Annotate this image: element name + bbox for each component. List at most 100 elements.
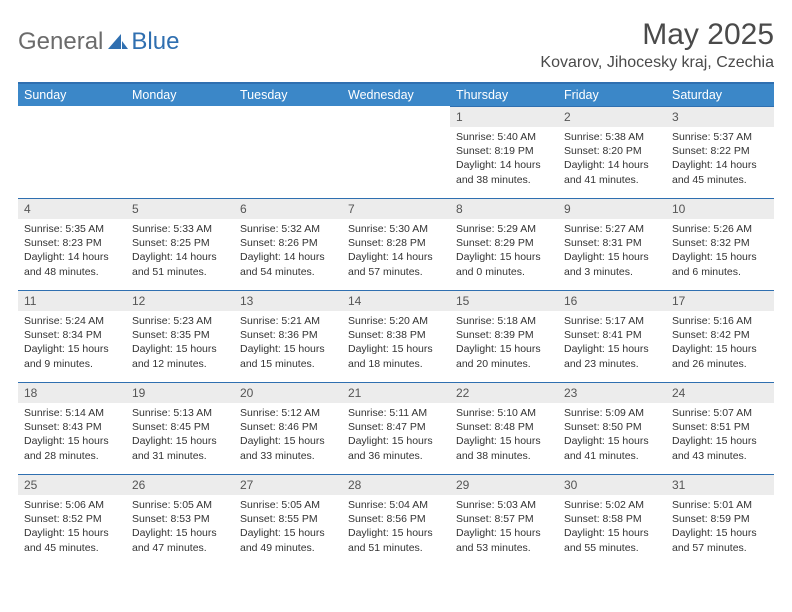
day-details: Sunrise: 5:17 AMSunset: 8:41 PMDaylight:… bbox=[558, 311, 666, 377]
sunrise-line: Sunrise: 5:11 AM bbox=[348, 406, 444, 420]
day-details: Sunrise: 5:16 AMSunset: 8:42 PMDaylight:… bbox=[666, 311, 774, 377]
calendar-cell: 29Sunrise: 5:03 AMSunset: 8:57 PMDayligh… bbox=[450, 474, 558, 566]
sunset-line: Sunset: 8:57 PM bbox=[456, 512, 552, 526]
day-number: 15 bbox=[450, 290, 558, 311]
calendar-cell bbox=[18, 106, 126, 198]
day-number: 22 bbox=[450, 382, 558, 403]
day-details: Sunrise: 5:10 AMSunset: 8:48 PMDaylight:… bbox=[450, 403, 558, 469]
calendar-cell: 28Sunrise: 5:04 AMSunset: 8:56 PMDayligh… bbox=[342, 474, 450, 566]
sunset-line: Sunset: 8:19 PM bbox=[456, 144, 552, 158]
daylight-line-1: Daylight: 15 hours bbox=[240, 526, 336, 540]
day-number: 26 bbox=[126, 474, 234, 495]
day-details: Sunrise: 5:35 AMSunset: 8:23 PMDaylight:… bbox=[18, 219, 126, 285]
weekday-header: Monday bbox=[126, 83, 234, 106]
day-details: Sunrise: 5:27 AMSunset: 8:31 PMDaylight:… bbox=[558, 219, 666, 285]
day-number: 29 bbox=[450, 474, 558, 495]
daylight-line-1: Daylight: 14 hours bbox=[24, 250, 120, 264]
calendar-cell: 12Sunrise: 5:23 AMSunset: 8:35 PMDayligh… bbox=[126, 290, 234, 382]
daylight-line-1: Daylight: 14 hours bbox=[564, 158, 660, 172]
month-title: May 2025 bbox=[540, 18, 774, 52]
sunrise-line: Sunrise: 5:02 AM bbox=[564, 498, 660, 512]
sunset-line: Sunset: 8:51 PM bbox=[672, 420, 768, 434]
sunrise-line: Sunrise: 5:33 AM bbox=[132, 222, 228, 236]
calendar-cell: 14Sunrise: 5:20 AMSunset: 8:38 PMDayligh… bbox=[342, 290, 450, 382]
daylight-line-2: and 0 minutes. bbox=[456, 265, 552, 279]
calendar-cell: 11Sunrise: 5:24 AMSunset: 8:34 PMDayligh… bbox=[18, 290, 126, 382]
daylight-line-2: and 55 minutes. bbox=[564, 541, 660, 555]
daylight-line-1: Daylight: 15 hours bbox=[564, 526, 660, 540]
daylight-line-2: and 57 minutes. bbox=[348, 265, 444, 279]
sunset-line: Sunset: 8:41 PM bbox=[564, 328, 660, 342]
sunset-line: Sunset: 8:46 PM bbox=[240, 420, 336, 434]
weekday-header-row: SundayMondayTuesdayWednesdayThursdayFrid… bbox=[18, 83, 774, 106]
daylight-line-2: and 51 minutes. bbox=[348, 541, 444, 555]
daylight-line-2: and 36 minutes. bbox=[348, 449, 444, 463]
day-number: 20 bbox=[234, 382, 342, 403]
daylight-line-1: Daylight: 15 hours bbox=[456, 434, 552, 448]
sunset-line: Sunset: 8:23 PM bbox=[24, 236, 120, 250]
day-details: Sunrise: 5:24 AMSunset: 8:34 PMDaylight:… bbox=[18, 311, 126, 377]
day-number: 3 bbox=[666, 106, 774, 127]
sunrise-line: Sunrise: 5:13 AM bbox=[132, 406, 228, 420]
daylight-line-1: Daylight: 15 hours bbox=[672, 250, 768, 264]
sunset-line: Sunset: 8:43 PM bbox=[24, 420, 120, 434]
sunrise-line: Sunrise: 5:14 AM bbox=[24, 406, 120, 420]
calendar-cell: 25Sunrise: 5:06 AMSunset: 8:52 PMDayligh… bbox=[18, 474, 126, 566]
daylight-line-1: Daylight: 15 hours bbox=[240, 434, 336, 448]
calendar-cell: 8Sunrise: 5:29 AMSunset: 8:29 PMDaylight… bbox=[450, 198, 558, 290]
sunrise-line: Sunrise: 5:06 AM bbox=[24, 498, 120, 512]
weekday-header: Thursday bbox=[450, 83, 558, 106]
sunset-line: Sunset: 8:50 PM bbox=[564, 420, 660, 434]
day-number: 17 bbox=[666, 290, 774, 311]
sunrise-line: Sunrise: 5:09 AM bbox=[564, 406, 660, 420]
daylight-line-1: Daylight: 15 hours bbox=[24, 526, 120, 540]
daylight-line-2: and 3 minutes. bbox=[564, 265, 660, 279]
calendar-cell: 3Sunrise: 5:37 AMSunset: 8:22 PMDaylight… bbox=[666, 106, 774, 198]
calendar-cell: 17Sunrise: 5:16 AMSunset: 8:42 PMDayligh… bbox=[666, 290, 774, 382]
day-number: 19 bbox=[126, 382, 234, 403]
calendar-cell: 4Sunrise: 5:35 AMSunset: 8:23 PMDaylight… bbox=[18, 198, 126, 290]
day-number: 28 bbox=[342, 474, 450, 495]
location-line: Kovarov, Jihocesky kraj, Czechia bbox=[540, 54, 774, 72]
calendar-cell: 7Sunrise: 5:30 AMSunset: 8:28 PMDaylight… bbox=[342, 198, 450, 290]
day-details: Sunrise: 5:29 AMSunset: 8:29 PMDaylight:… bbox=[450, 219, 558, 285]
title-block: May 2025 Kovarov, Jihocesky kraj, Czechi… bbox=[540, 18, 774, 72]
day-details: Sunrise: 5:03 AMSunset: 8:57 PMDaylight:… bbox=[450, 495, 558, 561]
daylight-line-2: and 45 minutes. bbox=[24, 541, 120, 555]
sunset-line: Sunset: 8:36 PM bbox=[240, 328, 336, 342]
sunset-line: Sunset: 8:55 PM bbox=[240, 512, 336, 526]
daylight-line-2: and 26 minutes. bbox=[672, 357, 768, 371]
day-number: 4 bbox=[18, 198, 126, 219]
calendar-cell: 30Sunrise: 5:02 AMSunset: 8:58 PMDayligh… bbox=[558, 474, 666, 566]
sunrise-line: Sunrise: 5:05 AM bbox=[132, 498, 228, 512]
sunrise-line: Sunrise: 5:05 AM bbox=[240, 498, 336, 512]
daylight-line-2: and 47 minutes. bbox=[132, 541, 228, 555]
calendar-row: 4Sunrise: 5:35 AMSunset: 8:23 PMDaylight… bbox=[18, 198, 774, 290]
sunset-line: Sunset: 8:35 PM bbox=[132, 328, 228, 342]
sunrise-line: Sunrise: 5:12 AM bbox=[240, 406, 336, 420]
weekday-header: Tuesday bbox=[234, 83, 342, 106]
sunrise-line: Sunrise: 5:18 AM bbox=[456, 314, 552, 328]
daylight-line-1: Daylight: 15 hours bbox=[24, 342, 120, 356]
calendar-cell: 6Sunrise: 5:32 AMSunset: 8:26 PMDaylight… bbox=[234, 198, 342, 290]
calendar-table: SundayMondayTuesdayWednesdayThursdayFrid… bbox=[18, 82, 774, 566]
calendar-cell: 9Sunrise: 5:27 AMSunset: 8:31 PMDaylight… bbox=[558, 198, 666, 290]
brand-text-general: General bbox=[18, 28, 103, 56]
daylight-line-2: and 33 minutes. bbox=[240, 449, 336, 463]
calendar-cell bbox=[126, 106, 234, 198]
sunset-line: Sunset: 8:47 PM bbox=[348, 420, 444, 434]
day-details: Sunrise: 5:12 AMSunset: 8:46 PMDaylight:… bbox=[234, 403, 342, 469]
sunset-line: Sunset: 8:28 PM bbox=[348, 236, 444, 250]
sunset-line: Sunset: 8:22 PM bbox=[672, 144, 768, 158]
calendar-cell: 26Sunrise: 5:05 AMSunset: 8:53 PMDayligh… bbox=[126, 474, 234, 566]
daylight-line-1: Daylight: 15 hours bbox=[240, 342, 336, 356]
daylight-line-2: and 12 minutes. bbox=[132, 357, 228, 371]
calendar-row: 11Sunrise: 5:24 AMSunset: 8:34 PMDayligh… bbox=[18, 290, 774, 382]
daylight-line-2: and 49 minutes. bbox=[240, 541, 336, 555]
sunset-line: Sunset: 8:38 PM bbox=[348, 328, 444, 342]
day-number: 11 bbox=[18, 290, 126, 311]
sunrise-line: Sunrise: 5:30 AM bbox=[348, 222, 444, 236]
calendar-row: 1Sunrise: 5:40 AMSunset: 8:19 PMDaylight… bbox=[18, 106, 774, 198]
calendar-cell: 16Sunrise: 5:17 AMSunset: 8:41 PMDayligh… bbox=[558, 290, 666, 382]
sunset-line: Sunset: 8:32 PM bbox=[672, 236, 768, 250]
